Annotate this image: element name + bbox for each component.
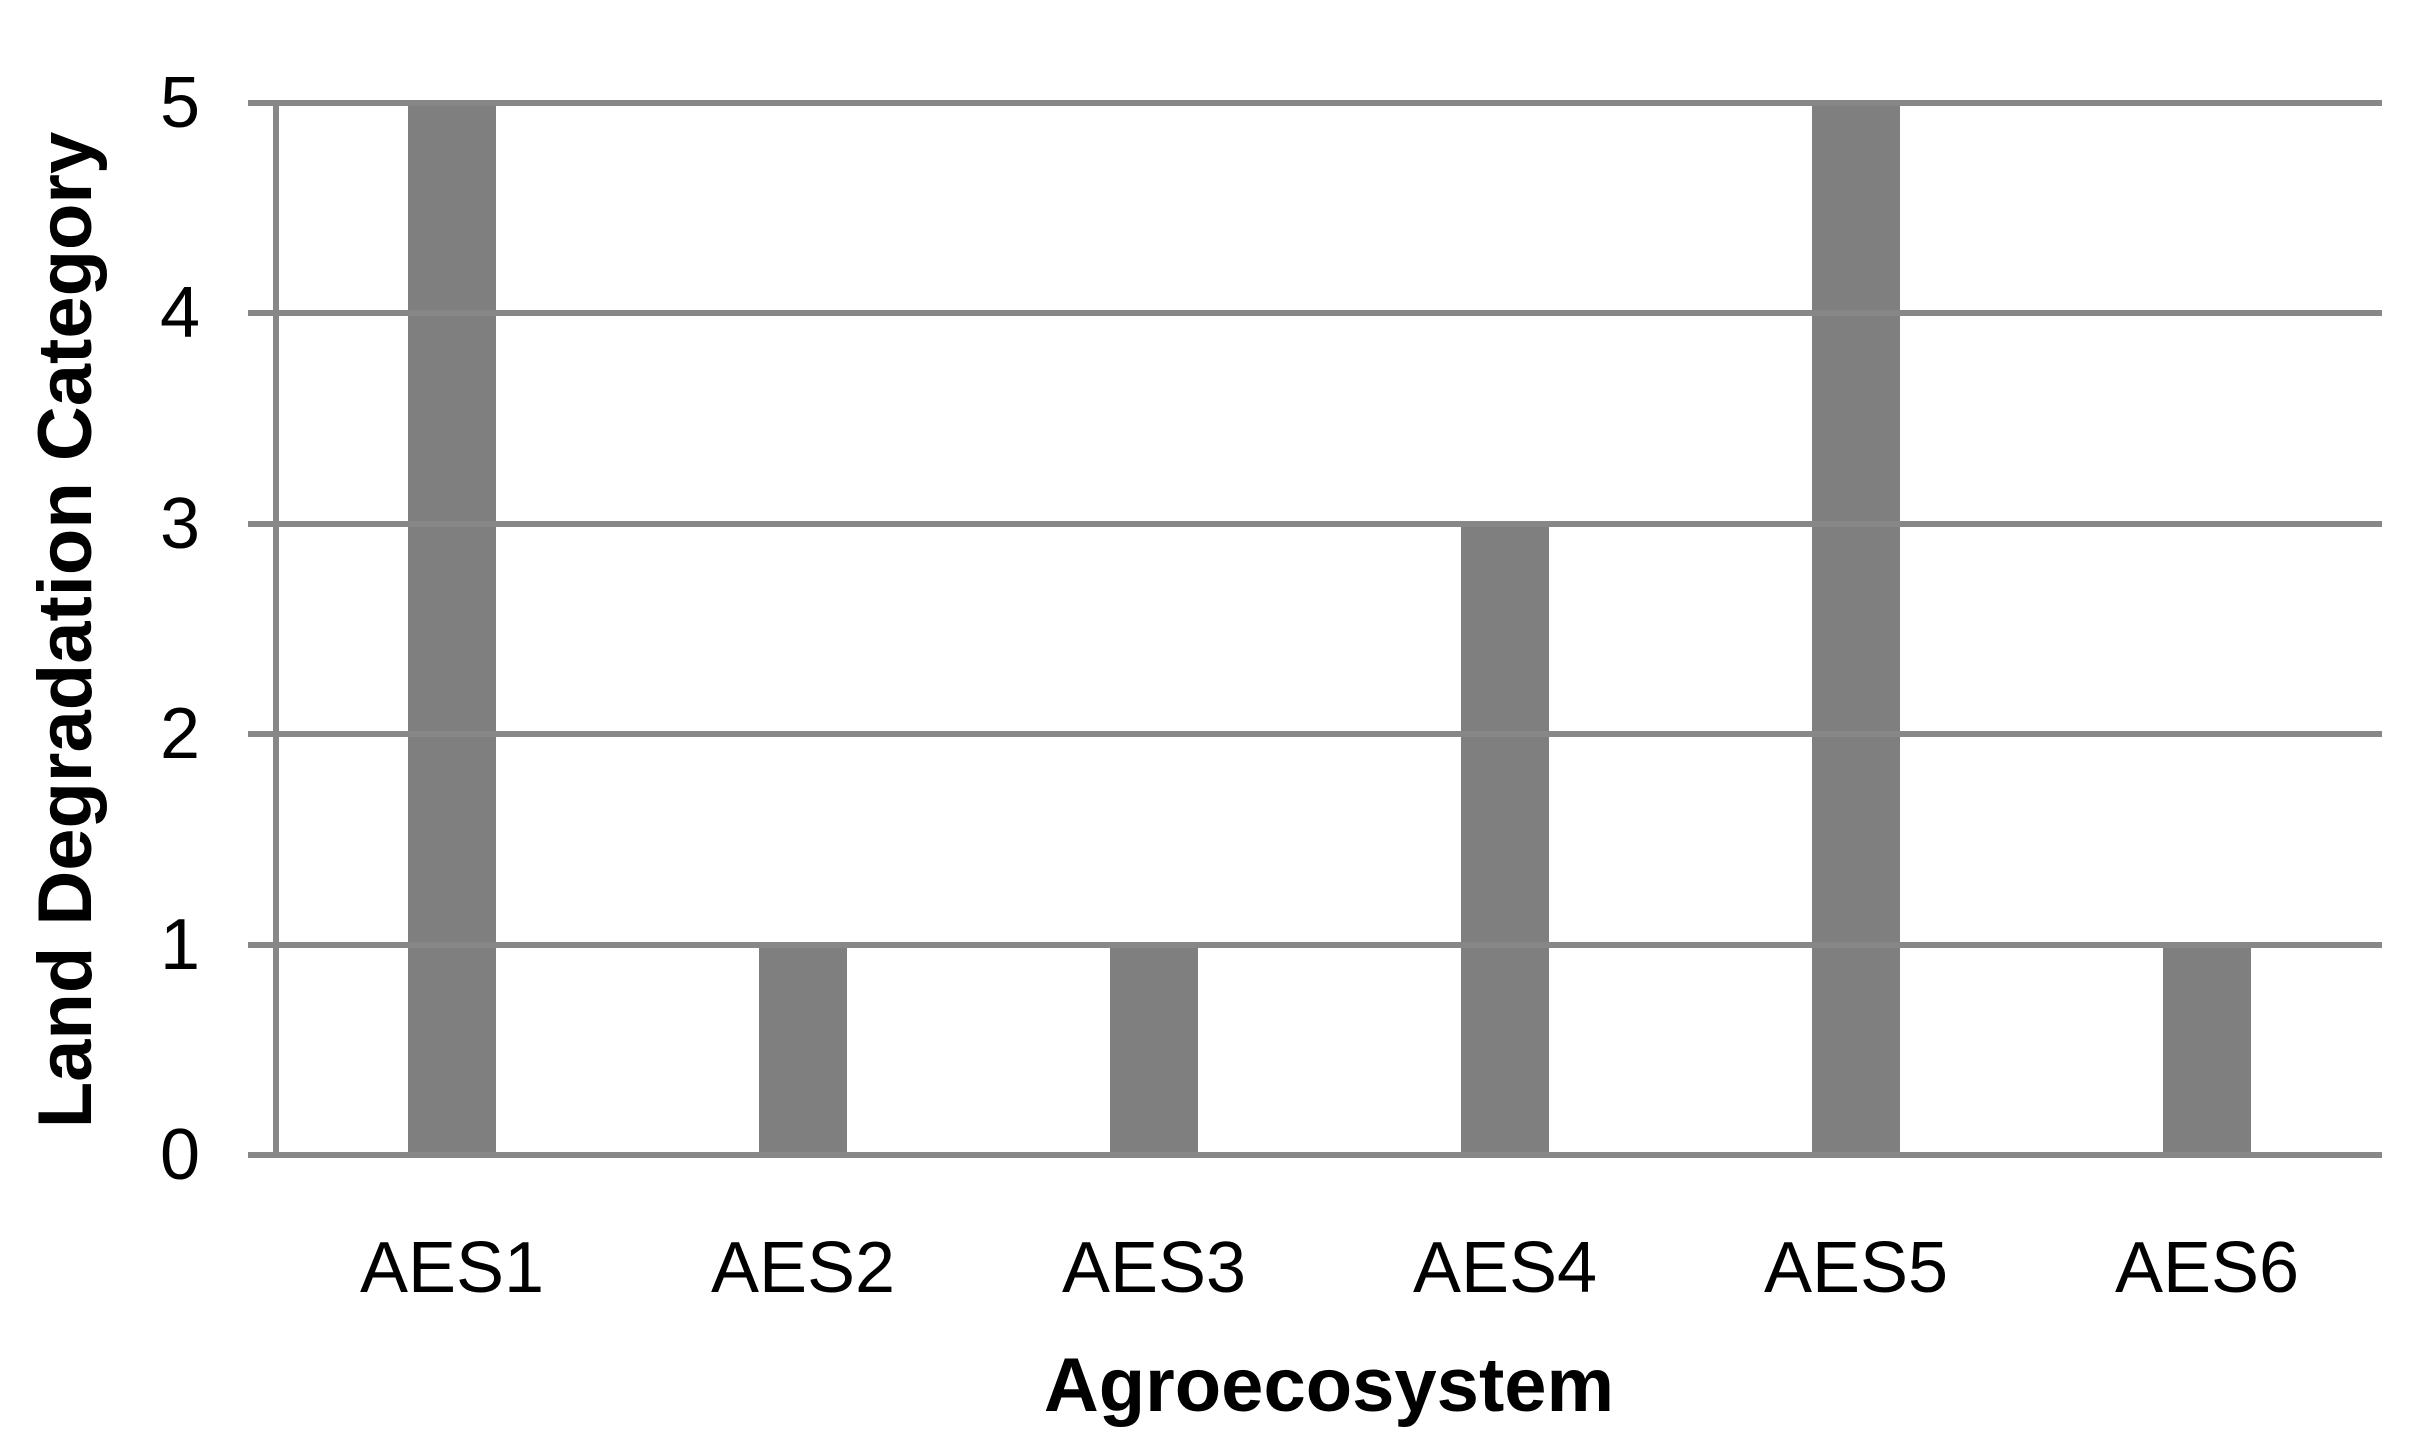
- gridline-y4: [248, 310, 2382, 316]
- y-tick-label-0: 0: [159, 1115, 200, 1195]
- bar-aes5: [1812, 103, 1900, 1158]
- y-tick-label-4: 4: [159, 273, 200, 353]
- y-tick-label-5: 5: [159, 63, 200, 143]
- x-category-label-aes6: AES6: [2114, 1228, 2300, 1308]
- gridline-y2: [248, 731, 2382, 737]
- bar-aes2: [759, 945, 847, 1158]
- bar-aes6: [2163, 945, 2251, 1158]
- bar-aes1: [408, 103, 496, 1158]
- y-tick-label-3: 3: [159, 484, 200, 564]
- y-tick-label-1: 1: [159, 905, 200, 985]
- bar-aes4: [1461, 524, 1549, 1158]
- bar-aes3: [1110, 945, 1198, 1158]
- y-axis-line: [273, 100, 279, 1158]
- x-category-label-aes5: AES5: [1763, 1228, 1949, 1308]
- x-category-label-aes2: AES2: [710, 1228, 896, 1308]
- x-category-label-aes4: AES4: [1412, 1228, 1598, 1308]
- gridline-y3: [248, 521, 2382, 527]
- y-tick-label-2: 2: [159, 694, 200, 774]
- gridline-y1: [248, 942, 2382, 948]
- x-category-label-aes1: AES1: [359, 1228, 545, 1308]
- x-category-label-aes3: AES3: [1061, 1228, 1247, 1308]
- gridline-y5: [248, 100, 2382, 106]
- gridline-y0: [248, 1152, 2382, 1158]
- x-axis-title: Agroecosystem: [1043, 1343, 1615, 1428]
